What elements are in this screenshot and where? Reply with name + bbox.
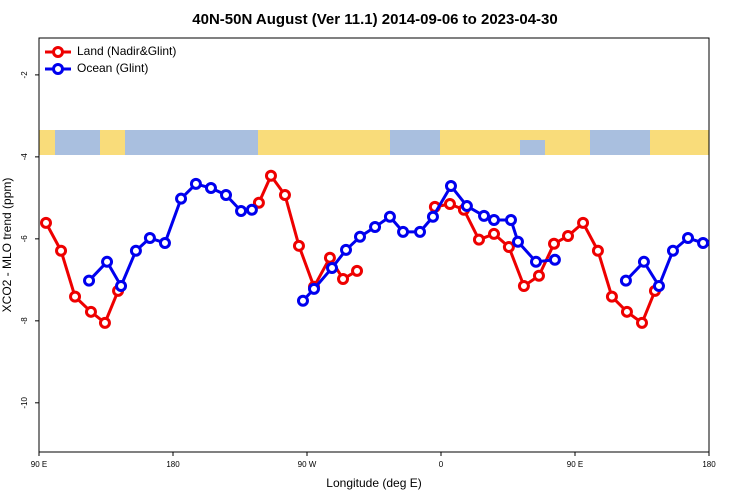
data-point (101, 255, 114, 268)
data-point (383, 210, 396, 223)
data-point (158, 236, 171, 249)
data-point (204, 182, 217, 195)
data-point (488, 227, 501, 240)
data-point (488, 213, 501, 226)
data-point (414, 225, 427, 238)
data-point (548, 253, 561, 266)
plot-frame (38, 37, 710, 453)
data-point (252, 196, 265, 209)
data-point (619, 274, 632, 287)
data-point (98, 316, 111, 329)
data-point (326, 261, 339, 274)
y-axis-label: XCO2 - MLO trend (ppm) (0, 178, 14, 313)
y-tick-label: -10 (20, 396, 29, 408)
data-point (444, 179, 457, 192)
data-point (264, 169, 277, 182)
x-tick-label: 90 W (298, 460, 317, 469)
y-tick-label: -4 (20, 153, 29, 161)
data-point (577, 216, 590, 229)
data-point (502, 241, 515, 254)
data-point (397, 225, 410, 238)
data-point (129, 244, 142, 257)
data-point (591, 244, 604, 257)
y-tick-label: -2 (20, 71, 29, 79)
x-tick-label: 0 (439, 460, 444, 469)
y-tick-label: -8 (20, 317, 29, 325)
data-point (504, 213, 517, 226)
x-tick-label: 90 E (567, 460, 583, 469)
legend-label: Land (Nadir&Glint) (77, 44, 176, 58)
data-point (636, 316, 648, 329)
legend-marker (52, 46, 64, 58)
data-point (369, 220, 382, 233)
data-point (69, 290, 82, 303)
data-point (472, 233, 485, 246)
data-point (637, 255, 650, 268)
data-point (620, 305, 633, 318)
data-point (517, 279, 530, 292)
data-point (666, 244, 679, 257)
data-point (307, 282, 320, 295)
data-point (235, 204, 248, 217)
data-point (354, 230, 367, 243)
data-point (478, 209, 491, 222)
x-tick-label: 180 (702, 460, 716, 469)
legend-marker (52, 63, 64, 75)
data-point (245, 203, 258, 216)
data-point (460, 200, 473, 213)
data-point (323, 251, 336, 264)
data-point (529, 255, 542, 268)
data-point (532, 269, 545, 282)
data-point (296, 294, 309, 307)
data-point (697, 236, 710, 249)
data-point (605, 290, 618, 303)
data-point (652, 279, 665, 292)
data-point (511, 235, 524, 248)
data-point (292, 239, 305, 252)
x-tick-label: 90 E (31, 460, 47, 469)
data-point (39, 216, 52, 229)
data-point (682, 232, 695, 245)
y-tick-label: -6 (20, 235, 29, 243)
data-point (337, 273, 350, 286)
data-point (426, 210, 439, 223)
data-point (175, 192, 188, 205)
data-point (443, 198, 456, 211)
data-point (143, 232, 156, 245)
data-point (548, 237, 561, 250)
data-point (115, 279, 128, 292)
x-axis-label: Longitude (deg E) (326, 476, 421, 490)
data-point (220, 188, 233, 201)
data-point (83, 274, 96, 287)
map-strip (39, 130, 709, 155)
legend-label: Ocean (Glint) (77, 61, 148, 75)
data-point (84, 305, 97, 318)
chart-title: 40N-50N August (Ver 11.1) 2014-09-06 to … (192, 11, 557, 28)
x-tick-label: 180 (166, 460, 180, 469)
data-point (55, 244, 68, 257)
data-point (189, 177, 202, 190)
data-point (562, 229, 575, 242)
data-point (351, 264, 364, 277)
data-point (278, 188, 291, 201)
data-point (340, 243, 353, 256)
